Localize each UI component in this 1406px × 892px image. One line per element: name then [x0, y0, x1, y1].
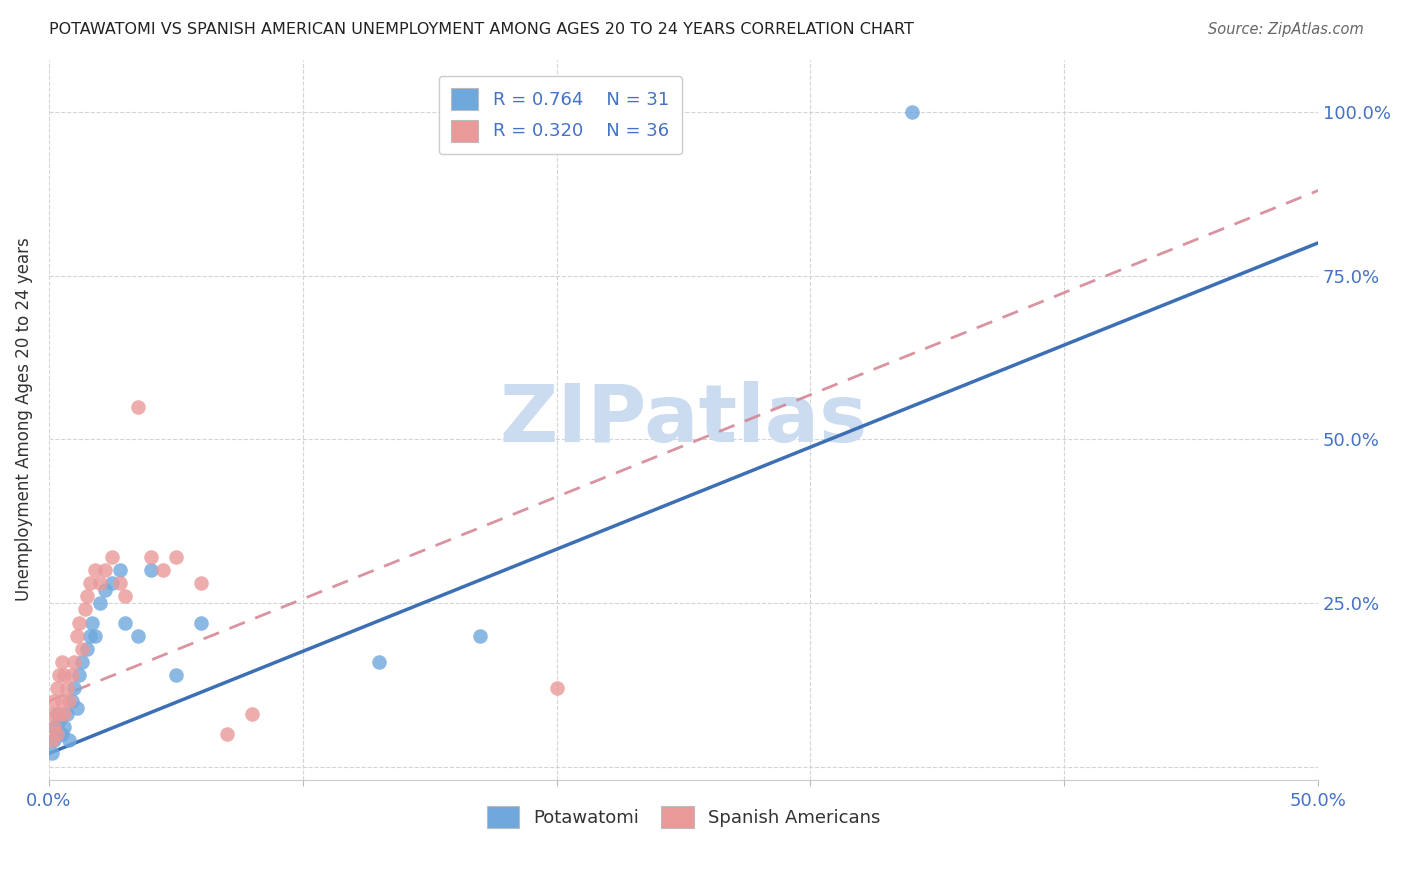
Point	[48, 668, 70, 682]
Point	[114, 590, 136, 604]
Point	[76, 590, 98, 604]
Point	[101, 576, 124, 591]
Point	[67, 615, 90, 630]
Point	[42, 733, 65, 747]
Point	[70, 655, 93, 669]
Point	[83, 629, 105, 643]
Point	[42, 720, 65, 734]
Point	[94, 563, 117, 577]
Point	[67, 668, 90, 682]
Point	[139, 550, 162, 565]
Point	[240, 707, 263, 722]
Point	[41, 707, 63, 722]
Point	[165, 668, 187, 682]
Point	[70, 641, 93, 656]
Point	[190, 615, 212, 630]
Point	[368, 655, 391, 669]
Point	[89, 576, 111, 591]
Point	[55, 681, 77, 695]
Point	[45, 707, 67, 722]
Point	[165, 550, 187, 565]
Point	[42, 720, 65, 734]
Point	[60, 668, 83, 682]
Point	[48, 714, 70, 728]
Point	[53, 720, 76, 734]
Point	[53, 707, 76, 722]
Point	[66, 629, 89, 643]
Point	[41, 733, 63, 747]
Point	[83, 563, 105, 577]
Point	[127, 400, 149, 414]
Text: ZIPatlas: ZIPatlas	[499, 381, 868, 458]
Point	[79, 576, 101, 591]
Point	[42, 694, 65, 708]
Point	[76, 641, 98, 656]
Legend: Potawatomi, Spanish Americans: Potawatomi, Spanish Americans	[479, 799, 887, 836]
Point	[51, 655, 73, 669]
Point	[60, 694, 83, 708]
Point	[55, 707, 77, 722]
Point	[51, 694, 73, 708]
Point	[190, 576, 212, 591]
Point	[152, 563, 174, 577]
Text: POTAWATOMI VS SPANISH AMERICAN UNEMPLOYMENT AMONG AGES 20 TO 24 YEARS CORRELATIO: POTAWATOMI VS SPANISH AMERICAN UNEMPLOYM…	[49, 22, 914, 37]
Point	[470, 629, 492, 643]
Point	[58, 694, 80, 708]
Point	[101, 550, 124, 565]
Point	[51, 727, 73, 741]
Point	[89, 596, 111, 610]
Point	[45, 727, 67, 741]
Point	[45, 727, 67, 741]
Point	[215, 727, 238, 741]
Point	[66, 700, 89, 714]
Point	[58, 733, 80, 747]
Point	[41, 747, 63, 761]
Point	[73, 602, 96, 616]
Point	[94, 582, 117, 597]
Point	[53, 668, 76, 682]
Point	[546, 681, 568, 695]
Y-axis label: Unemployment Among Ages 20 to 24 years: Unemployment Among Ages 20 to 24 years	[15, 238, 32, 601]
Point	[45, 681, 67, 695]
Point	[901, 105, 924, 120]
Point	[108, 576, 131, 591]
Point	[48, 707, 70, 722]
Point	[114, 615, 136, 630]
Point	[79, 629, 101, 643]
Point	[63, 655, 86, 669]
Point	[63, 681, 86, 695]
Point	[127, 629, 149, 643]
Point	[139, 563, 162, 577]
Text: Source: ZipAtlas.com: Source: ZipAtlas.com	[1208, 22, 1364, 37]
Point	[108, 563, 131, 577]
Point	[82, 615, 104, 630]
